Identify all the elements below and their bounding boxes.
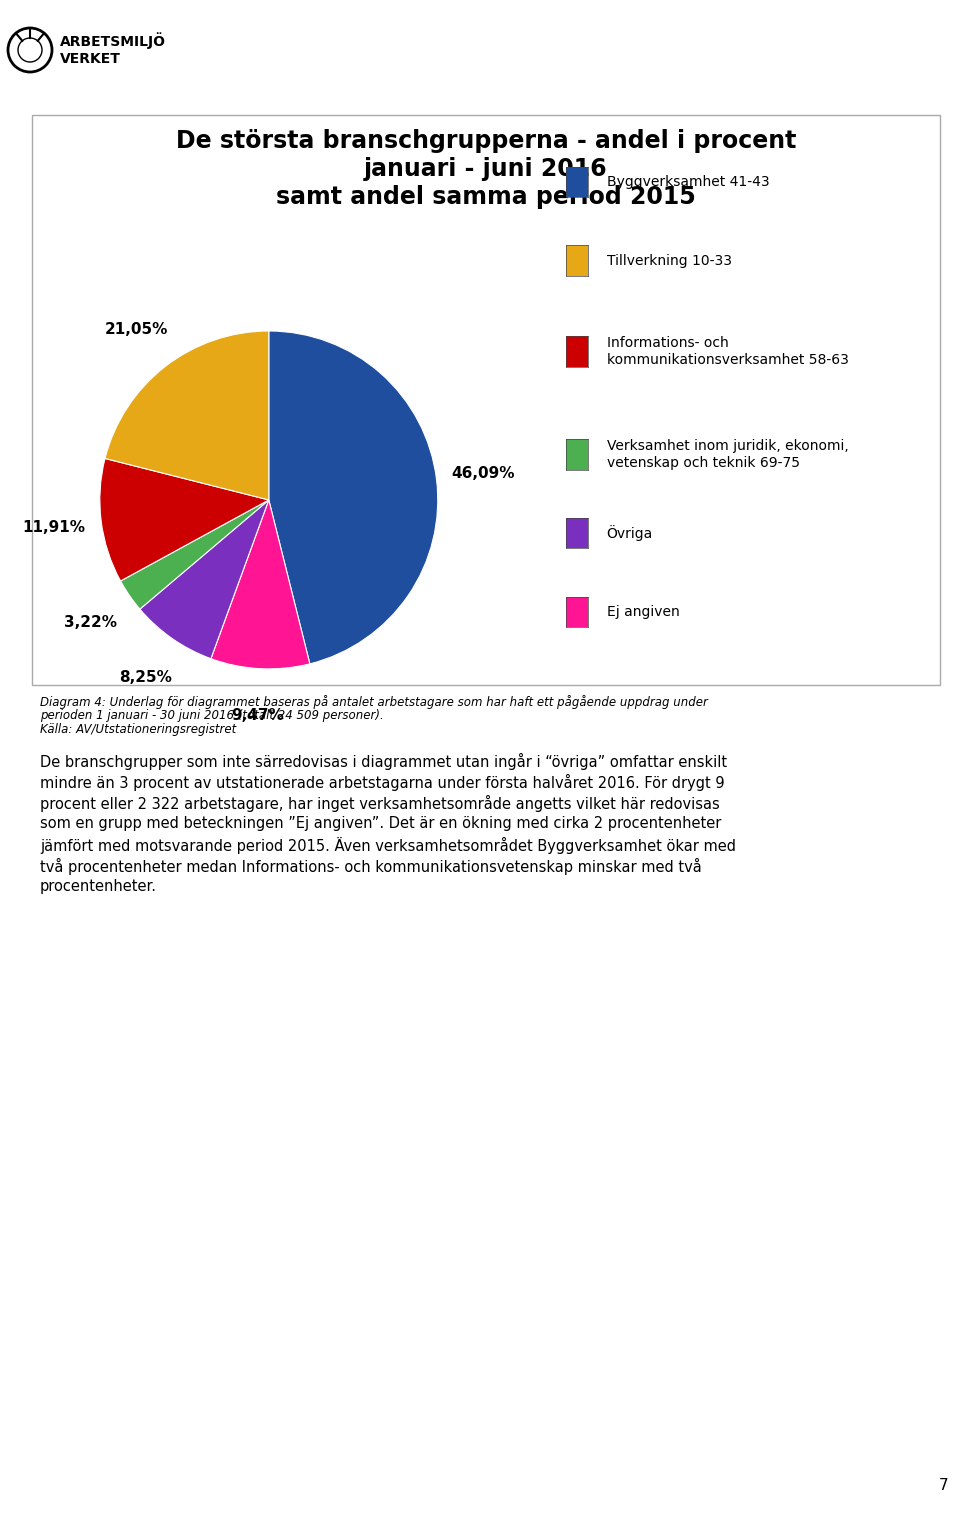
Text: Verksamhet inom juridik, ekonomi,
vetenskap och teknik 69-75: Verksamhet inom juridik, ekonomi, vetens… <box>607 439 849 470</box>
Text: 3,22%: 3,22% <box>64 615 117 630</box>
Wedge shape <box>121 500 269 609</box>
Text: procentenheter.: procentenheter. <box>40 879 157 894</box>
Text: Källa: AV/Utstationeringsregistret: Källa: AV/Utstationeringsregistret <box>40 723 236 736</box>
Text: samt andel samma period 2015: samt andel samma period 2015 <box>276 185 696 209</box>
Text: Diagram 4: Underlag för diagrammet baseras på antalet arbetstagare som har haft : Diagram 4: Underlag för diagrammet baser… <box>40 695 708 709</box>
Text: Informations- och
kommunikationsverksamhet 58-63: Informations- och kommunikationsverksamh… <box>607 336 849 367</box>
Text: Tillverkning 10-33: Tillverkning 10-33 <box>607 253 732 268</box>
Text: perioden 1 januari - 30 juni 2016 (totalt 24 509 personer).: perioden 1 januari - 30 juni 2016 (total… <box>40 709 384 723</box>
Text: De största branschgrupperna - andel i procent: De största branschgrupperna - andel i pr… <box>176 129 796 153</box>
Text: mindre än 3 procent av utstationerade arbetstagarna under första halvåret 2016. : mindre än 3 procent av utstationerade ar… <box>40 774 725 791</box>
Text: som en grupp med beteckningen ”Ej angiven”. Det är en ökning med cirka 2 procent: som en grupp med beteckningen ”Ej angive… <box>40 817 721 832</box>
Text: VERKET: VERKET <box>60 52 121 67</box>
Text: 8,25%: 8,25% <box>119 670 172 685</box>
Wedge shape <box>269 330 438 664</box>
Text: två procentenheter medan Informations- och kommunikationsvetenskap minskar med t: två procentenheter medan Informations- o… <box>40 857 702 876</box>
Text: 9,47%: 9,47% <box>231 709 284 724</box>
Text: Övriga: Övriga <box>607 526 653 541</box>
Text: 11,91%: 11,91% <box>23 520 85 535</box>
Text: 21,05%: 21,05% <box>105 321 168 336</box>
Text: jämfört med motsvarande period 2015. Även verksamhetsområdet Byggverksamhet ökar: jämfört med motsvarande period 2015. Äve… <box>40 836 736 854</box>
Text: 7: 7 <box>938 1479 948 1492</box>
Text: De branschgrupper som inte särredovisas i diagrammet utan ingår i “övriga” omfat: De branschgrupper som inte särredovisas … <box>40 753 727 770</box>
Text: ARBETSMILJÖ: ARBETSMILJÖ <box>60 33 166 50</box>
Text: januari - juni 2016: januari - juni 2016 <box>364 158 608 180</box>
Wedge shape <box>211 500 310 670</box>
Wedge shape <box>100 459 269 582</box>
Wedge shape <box>105 330 269 500</box>
Wedge shape <box>140 500 269 659</box>
Text: Byggverksamhet 41-43: Byggverksamhet 41-43 <box>607 174 769 189</box>
Bar <box>32 115 940 685</box>
Text: Ej angiven: Ej angiven <box>607 604 680 620</box>
Text: procent eller 2 322 arbetstagare, har inget verksamhetsområde angetts vilket här: procent eller 2 322 arbetstagare, har in… <box>40 795 720 812</box>
Text: 46,09%: 46,09% <box>452 467 516 480</box>
